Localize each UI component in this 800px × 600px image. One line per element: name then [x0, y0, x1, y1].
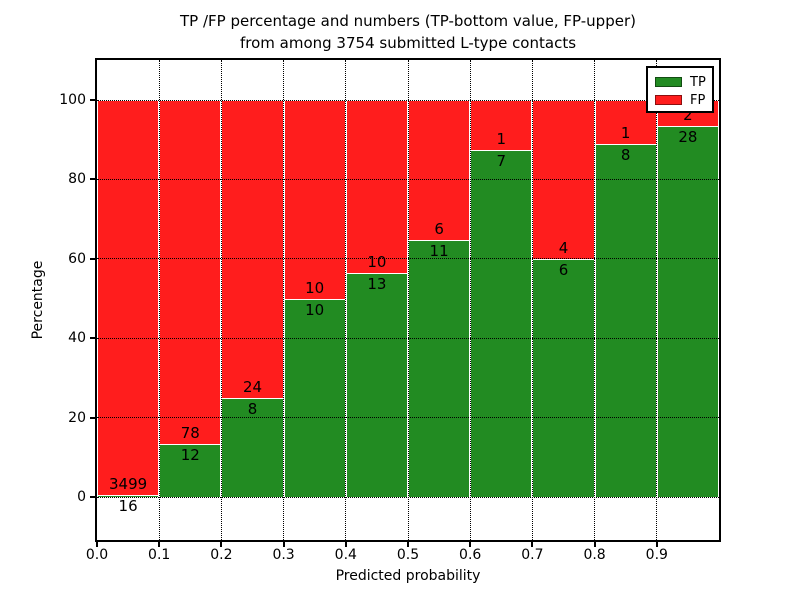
annotation-fp-count: 4: [558, 238, 569, 257]
annotation-fp-count: 10: [367, 252, 387, 271]
y-tick-mark: [90, 496, 97, 498]
bar-segment-tp: [656, 126, 719, 497]
bar-segment-tp: [221, 397, 284, 497]
x-tick-label: 0.2: [210, 547, 233, 563]
vertical-gridline: [656, 60, 658, 540]
x-axis-label: Predicted probability: [335, 568, 481, 584]
horizontal-gridline: [97, 178, 719, 180]
annotation-tp-count: 16: [118, 497, 138, 516]
vertical-gridline: [531, 60, 533, 540]
y-tick-label: 100: [59, 92, 86, 108]
y-tick-label: 80: [68, 171, 86, 188]
bar-segment-tp: [470, 149, 533, 497]
y-tick-label: 40: [68, 330, 86, 347]
legend-item-tp: TP: [655, 73, 712, 91]
bar-segment-fp: [97, 100, 160, 496]
vertical-gridline: [345, 60, 347, 540]
annotation-fp-count: 24: [242, 377, 263, 396]
chart-title: TP /FP percentage and numbers (TP-bottom…: [97, 10, 719, 54]
annotation-fp-count: 3499: [109, 475, 148, 494]
annotation-fp-count: 2: [683, 106, 693, 125]
bar-segment-tp: [283, 298, 346, 497]
horizontal-gridline: [97, 496, 719, 498]
chart-title-line1: TP /FP percentage and numbers (TP-bottom…: [180, 12, 636, 30]
y-tick-label: 20: [68, 409, 86, 426]
annotation-tp-count: 12: [180, 446, 200, 465]
vertical-gridline: [283, 60, 285, 540]
y-tick-label: 0: [77, 489, 86, 505]
vertical-gridline: [220, 60, 222, 540]
plot-area: 3499 16 78 12 24 8 10 10 10 13 6 11 1 7 4 6 1 8 2 28: [97, 60, 719, 540]
bar-segment-tp: [594, 144, 657, 497]
x-tick-mark: [593, 540, 596, 547]
x-tick-label: 0.3: [272, 547, 295, 563]
y-tick-mark: [90, 416, 97, 419]
x-tick-mark: [407, 540, 409, 547]
legend: TP FP: [646, 66, 714, 113]
y-axis-label: Percentage: [30, 260, 46, 340]
bar-segment-fp: [345, 100, 408, 273]
horizontal-gridline: [97, 258, 719, 260]
horizontal-gridline: [97, 99, 719, 101]
vertical-gridline: [407, 60, 409, 540]
vertical-gridline: [594, 60, 596, 540]
y-tick-mark: [90, 99, 97, 101]
bar-segment-fp: [408, 100, 471, 241]
bar-segment-fp: [159, 100, 222, 445]
x-tick-mark: [96, 540, 98, 547]
chart-title-line2: from among 3754 submitted L-type contact…: [239, 34, 577, 52]
annotation-tp-count: 6: [558, 260, 569, 279]
bar-segment-fp: [221, 100, 284, 398]
y-tick-mark: [90, 178, 97, 181]
horizontal-gridline: [97, 417, 719, 419]
bar-segment-tp: [159, 444, 222, 497]
x-tick-mark: [282, 540, 285, 547]
annotation-fp-count: 78: [180, 424, 200, 443]
bar-segment-tp: [408, 240, 471, 497]
x-tick-mark: [531, 540, 534, 547]
x-tick-mark: [344, 540, 347, 547]
vertical-gridline: [469, 60, 471, 540]
annotation-fp-count: 1: [620, 124, 631, 143]
bar-segment-tp: [97, 495, 160, 497]
x-tick-label: 0.8: [583, 547, 606, 563]
x-tick-label: 0.9: [645, 547, 668, 563]
vertical-gridline: [158, 60, 160, 540]
annotation-tp-count: 28: [678, 128, 698, 147]
annotation-tp-count: 8: [620, 146, 631, 165]
y-tick-mark: [90, 337, 97, 340]
annotation-fp-count: 1: [496, 129, 507, 148]
annotation-tp-count: 8: [247, 399, 258, 418]
x-tick-label: 0.1: [148, 547, 171, 563]
x-tick-mark: [655, 540, 658, 547]
x-tick-mark: [469, 540, 472, 547]
bar-segment-tp: [345, 272, 408, 497]
y-tick-mark: [90, 257, 97, 260]
y-tick-label: 60: [68, 250, 86, 267]
legend-item-fp: FP: [655, 91, 712, 109]
legend-label-tp: TP: [690, 74, 706, 90]
fp-color-swatch-icon: [655, 95, 682, 105]
x-tick-label: 0.5: [396, 547, 420, 563]
bar-segment-fp: [283, 100, 346, 299]
horizontal-gridline: [97, 337, 719, 339]
annotation-fp-count: 10: [305, 278, 325, 297]
tp-color-swatch-icon: [655, 77, 682, 87]
legend-label-fp: FP: [690, 92, 706, 108]
x-tick-mark: [220, 540, 223, 547]
annotation-fp-count: 6: [434, 220, 444, 239]
annotation-tp-count: 7: [496, 151, 507, 170]
x-tick-label: 0.7: [521, 547, 544, 563]
annotation-tp-count: 11: [429, 242, 449, 261]
x-tick-mark: [158, 540, 161, 547]
bar-segment-tp: [532, 258, 595, 497]
x-tick-label: 0.4: [334, 547, 357, 563]
annotation-tp-count: 13: [367, 274, 387, 293]
x-tick-label: 0.6: [459, 547, 482, 563]
annotation-tp-count: 10: [305, 300, 325, 319]
x-tick-label: 0.0: [85, 547, 109, 563]
